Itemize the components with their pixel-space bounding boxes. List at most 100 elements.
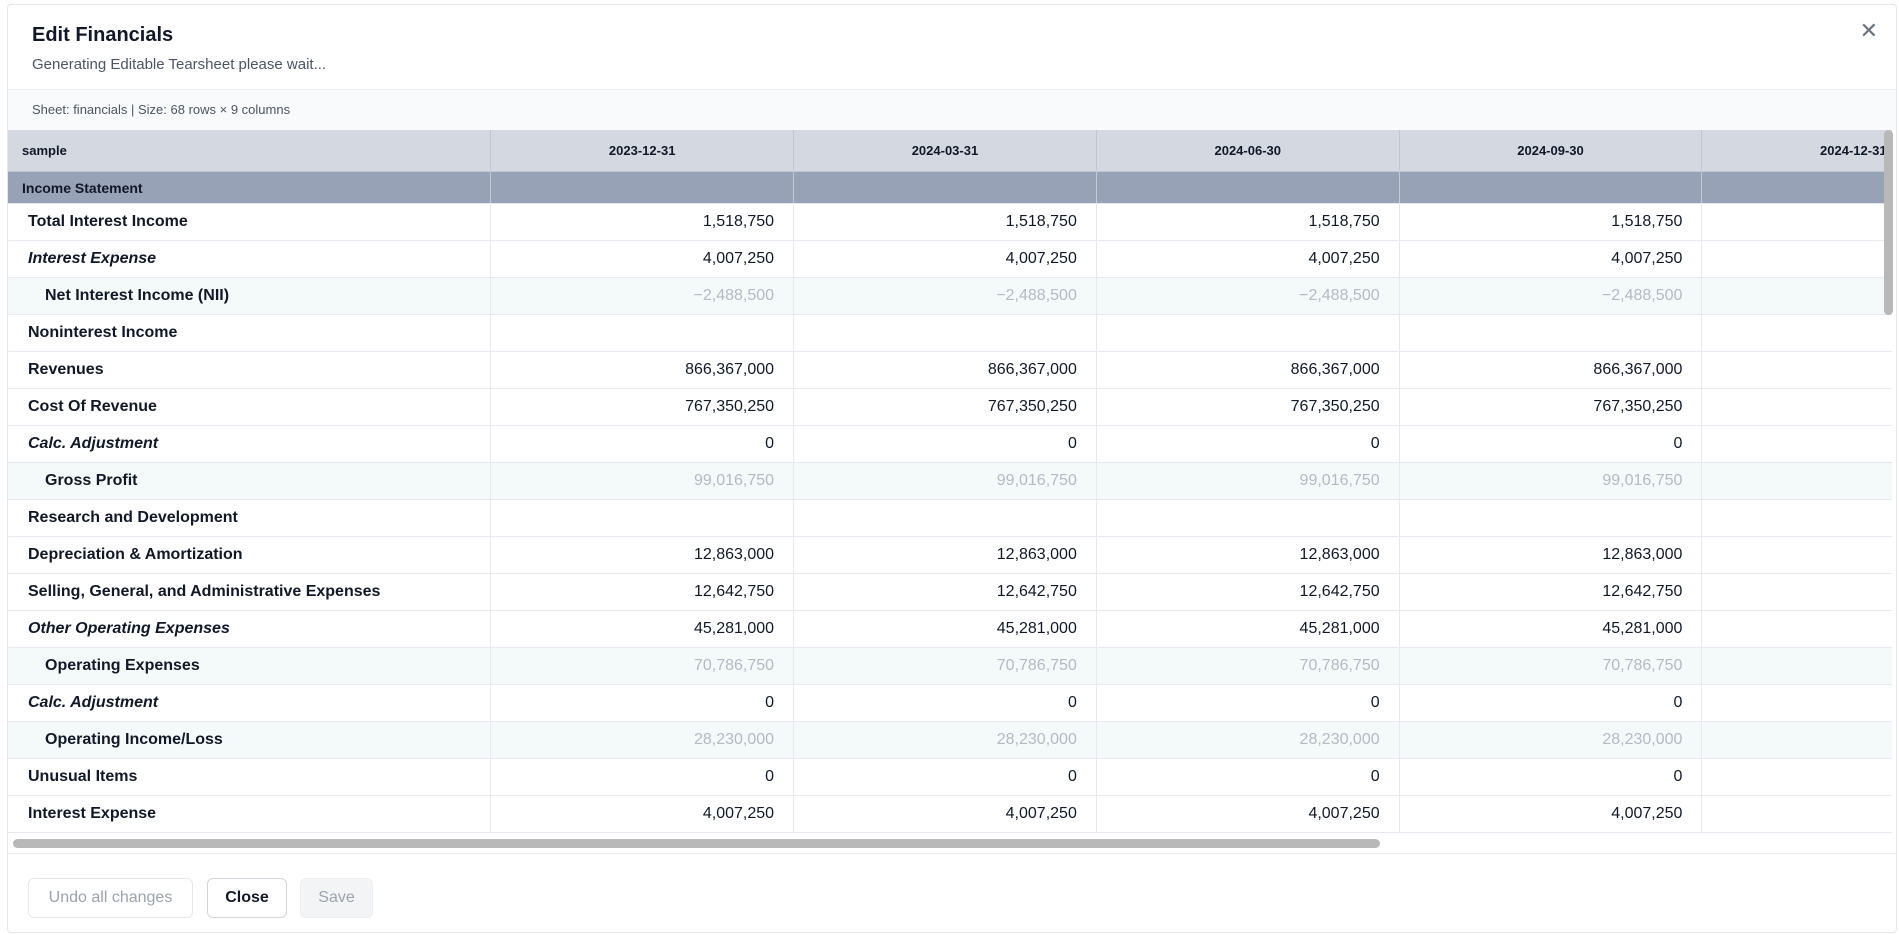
value-cell[interactable]: 1,518,750: [793, 203, 1097, 241]
value-cell[interactable]: 767,350,250: [1096, 388, 1400, 426]
value-cell[interactable]: 0: [1701, 758, 1892, 796]
value-cell[interactable]: 12,642,750: [1096, 573, 1400, 611]
value-cell[interactable]: 4,007,250: [793, 795, 1097, 833]
value-cell[interactable]: 1,213,000: [1701, 240, 1892, 278]
value-cell[interactable]: 81,327,000: [1701, 647, 1892, 685]
value-cell[interactable]: 70,786,750: [793, 647, 1097, 685]
value-cell[interactable]: 0: [490, 425, 795, 463]
value-cell[interactable]: 45,281,000: [1096, 610, 1400, 648]
value-cell[interactable]: 12,642,750: [1399, 573, 1703, 611]
value-cell[interactable]: 28,230,000: [490, 721, 795, 759]
close-icon[interactable]: ✕: [1859, 18, 1878, 43]
undo-all-changes-button[interactable]: Undo all changes: [28, 878, 193, 918]
value-cell[interactable]: 0: [793, 758, 1097, 796]
value-cell[interactable]: 0: [1399, 425, 1703, 463]
value-cell[interactable]: [1701, 314, 1892, 352]
value-cell[interactable]: 0: [1399, 684, 1703, 722]
value-cell[interactable]: 0: [1096, 758, 1400, 796]
value-cell[interactable]: 45,281,000: [793, 610, 1097, 648]
value-cell[interactable]: 0: [490, 758, 795, 796]
column-header[interactable]: 2024-12-31: [1701, 130, 1892, 172]
column-header[interactable]: 2024-03-31: [793, 130, 1097, 172]
value-cell[interactable]: −2,488,500: [1399, 277, 1703, 315]
value-cell[interactable]: 767,350,250: [1399, 388, 1703, 426]
value-cell[interactable]: 0: [793, 684, 1097, 722]
value-cell[interactable]: 70,786,750: [490, 647, 795, 685]
value-cell[interactable]: 866,367,000: [1399, 351, 1703, 389]
value-cell[interactable]: 2,829,750: [1701, 203, 1892, 241]
value-cell[interactable]: 13,722,500: [1701, 573, 1892, 611]
value-cell[interactable]: 99,016,750: [1096, 462, 1400, 500]
value-cell[interactable]: 53,338,500: [1701, 610, 1892, 648]
value-cell[interactable]: 12,863,000: [793, 536, 1097, 574]
value-cell[interactable]: 99,016,750: [1399, 462, 1703, 500]
value-cell[interactable]: 99,016,750: [793, 462, 1097, 500]
value-cell[interactable]: 767,350,250: [793, 388, 1097, 426]
value-cell[interactable]: 99,016,750: [490, 462, 795, 500]
value-cell[interactable]: 12,642,750: [793, 573, 1097, 611]
value-cell[interactable]: 70,786,750: [1399, 647, 1703, 685]
column-header[interactable]: 2024-06-30: [1096, 130, 1400, 172]
dialog-subtitle: Generating Editable Tearsheet please wai…: [32, 56, 327, 73]
value-cell[interactable]: 28,230,000: [1399, 721, 1703, 759]
value-cell[interactable]: 4,007,250: [1096, 795, 1400, 833]
value-cell[interactable]: 28,230,000: [1096, 721, 1400, 759]
value-cell[interactable]: 0: [1701, 425, 1892, 463]
value-cell[interactable]: 45,281,000: [1399, 610, 1703, 648]
value-cell[interactable]: [1096, 499, 1400, 537]
value-cell[interactable]: 591,051,500: [1701, 388, 1892, 426]
vertical-scrollbar[interactable]: [1884, 130, 1893, 315]
value-cell[interactable]: 4,007,250: [1096, 240, 1400, 278]
financials-grid[interactable]: sample 2023-12-31 2024-03-31 2024-06-30 …: [8, 130, 1892, 836]
value-cell[interactable]: −2,488,500: [793, 277, 1097, 315]
value-cell[interactable]: 70,786,750: [1096, 647, 1400, 685]
column-header-sample[interactable]: sample: [8, 130, 492, 172]
horizontal-scrollbar[interactable]: [13, 839, 1380, 848]
value-cell[interactable]: 4,007,250: [1399, 240, 1703, 278]
value-cell[interactable]: [490, 499, 795, 537]
value-cell[interactable]: 105,324,000: [1701, 462, 1892, 500]
row-label: Interest Expense: [8, 240, 492, 278]
value-cell[interactable]: 1,518,750: [490, 203, 795, 241]
value-cell[interactable]: 696,375,500: [1701, 351, 1892, 389]
value-cell[interactable]: [793, 314, 1097, 352]
value-cell[interactable]: −2,488,500: [1096, 277, 1400, 315]
value-cell[interactable]: 45,281,000: [490, 610, 795, 648]
value-cell[interactable]: 866,367,000: [490, 351, 795, 389]
value-cell[interactable]: 0: [1399, 758, 1703, 796]
value-cell[interactable]: [490, 314, 795, 352]
value-cell[interactable]: 767,350,250: [490, 388, 795, 426]
value-cell[interactable]: 1,616,750: [1701, 277, 1892, 315]
value-cell[interactable]: −2,488,500: [490, 277, 795, 315]
value-cell[interactable]: 12,642,750: [490, 573, 795, 611]
close-button[interactable]: Close: [207, 878, 287, 918]
value-cell[interactable]: 12,863,000: [490, 536, 795, 574]
value-cell[interactable]: 4,007,250: [793, 240, 1097, 278]
value-cell[interactable]: 0: [793, 425, 1097, 463]
value-cell[interactable]: 1,518,750: [1096, 203, 1400, 241]
value-cell[interactable]: 4,007,250: [490, 795, 795, 833]
value-cell[interactable]: 4,007,250: [490, 240, 795, 278]
value-cell[interactable]: 28,230,000: [793, 721, 1097, 759]
value-cell[interactable]: [1701, 499, 1892, 537]
value-cell[interactable]: 0: [490, 684, 795, 722]
value-cell[interactable]: 0: [1096, 684, 1400, 722]
value-cell[interactable]: 0: [1096, 425, 1400, 463]
value-cell[interactable]: 23,997,000: [1701, 721, 1892, 759]
column-header[interactable]: 2023-12-31: [490, 130, 795, 172]
save-button[interactable]: Save: [300, 878, 373, 918]
value-cell[interactable]: 1,213,000: [1701, 795, 1892, 833]
value-cell[interactable]: 866,367,000: [1096, 351, 1400, 389]
value-cell[interactable]: 1,518,750: [1399, 203, 1703, 241]
value-cell[interactable]: 866,367,000: [793, 351, 1097, 389]
value-cell[interactable]: [1096, 314, 1400, 352]
value-cell[interactable]: [1399, 499, 1703, 537]
value-cell[interactable]: 0: [1701, 684, 1892, 722]
value-cell[interactable]: 4,007,250: [1399, 795, 1703, 833]
value-cell[interactable]: 14,266,000: [1701, 536, 1892, 574]
value-cell[interactable]: 12,863,000: [1096, 536, 1400, 574]
value-cell[interactable]: [1399, 314, 1703, 352]
value-cell[interactable]: 12,863,000: [1399, 536, 1703, 574]
value-cell[interactable]: [793, 499, 1097, 537]
column-header[interactable]: 2024-09-30: [1399, 130, 1703, 172]
